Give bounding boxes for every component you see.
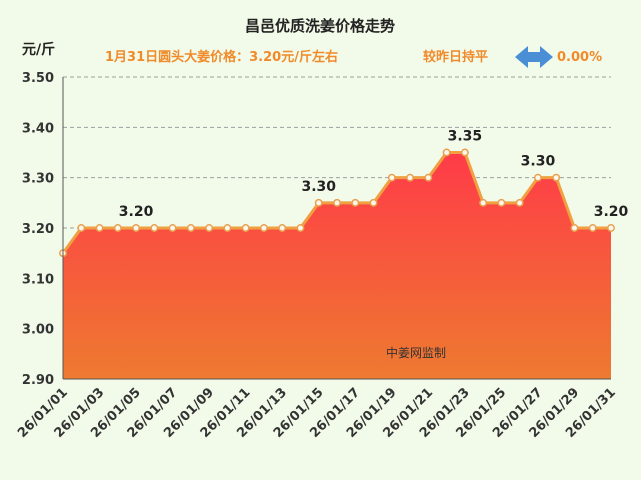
y-tick-label: 3.20 (22, 222, 54, 237)
data-point (77, 224, 86, 232)
data-point (424, 173, 433, 182)
data-point (278, 224, 287, 232)
flat-trend-icon (515, 46, 553, 68)
data-point (552, 173, 561, 182)
y-tick-label: 3.40 (22, 121, 54, 136)
data-label: 3.30 (521, 154, 556, 170)
change-percent: 0.00% (557, 50, 602, 65)
y-tick-labels: 2.90 3.00 3.10 3.20 3.30 3.40 3.50 (22, 71, 54, 388)
y-tick-label: 3.10 (22, 272, 54, 287)
chart-title: 昌邑优质洗姜价格走势 (245, 17, 395, 35)
data-point (241, 224, 250, 232)
data-point (460, 148, 469, 157)
data-point (570, 224, 579, 232)
data-point (186, 224, 195, 232)
data-point (406, 173, 415, 182)
data-point (369, 198, 378, 207)
data-point (607, 224, 615, 232)
data-point (150, 224, 159, 232)
data-point (314, 198, 323, 207)
data-label: 3.20 (119, 204, 154, 220)
data-label: 3.35 (448, 129, 483, 145)
data-point (259, 224, 268, 232)
markers (59, 148, 615, 258)
data-point (113, 224, 122, 232)
y-unit-label: 元/斤 (22, 41, 55, 58)
data-point (223, 224, 232, 232)
data-point (205, 224, 214, 232)
data-point (533, 173, 542, 182)
y-tick-label: 2.90 (22, 373, 54, 388)
x-tick-labels: 26/01/0126/01/0326/01/0526/01/0726/01/09… (15, 385, 619, 441)
price-area (63, 152, 611, 379)
data-point (479, 198, 488, 207)
data-label: 3.30 (301, 179, 336, 195)
data-point (588, 224, 597, 232)
y-tick-label: 3.30 (22, 172, 54, 187)
data-labels: 3.20 3.30 3.35 3.30 3.20 (119, 129, 629, 221)
data-point (132, 224, 141, 232)
y-tick-label: 3.50 (22, 71, 54, 86)
y-tick-label: 3.00 (22, 323, 54, 338)
watermark: 中姜网监制 (386, 345, 446, 360)
data-point (351, 198, 360, 207)
area-fill (63, 152, 611, 379)
data-point (515, 198, 524, 207)
data-point (442, 148, 451, 157)
data-point (497, 198, 506, 207)
data-point (168, 224, 177, 232)
axes (62, 77, 611, 380)
data-point (296, 224, 305, 232)
data-point (387, 173, 396, 182)
data-label: 3.20 (594, 204, 629, 220)
price-note: 1月31日圆头大姜价格：3.20元/斤左右 (105, 49, 338, 65)
compare-note: 较昨日持平 (423, 49, 488, 65)
data-point (333, 198, 341, 207)
data-point (95, 224, 104, 232)
